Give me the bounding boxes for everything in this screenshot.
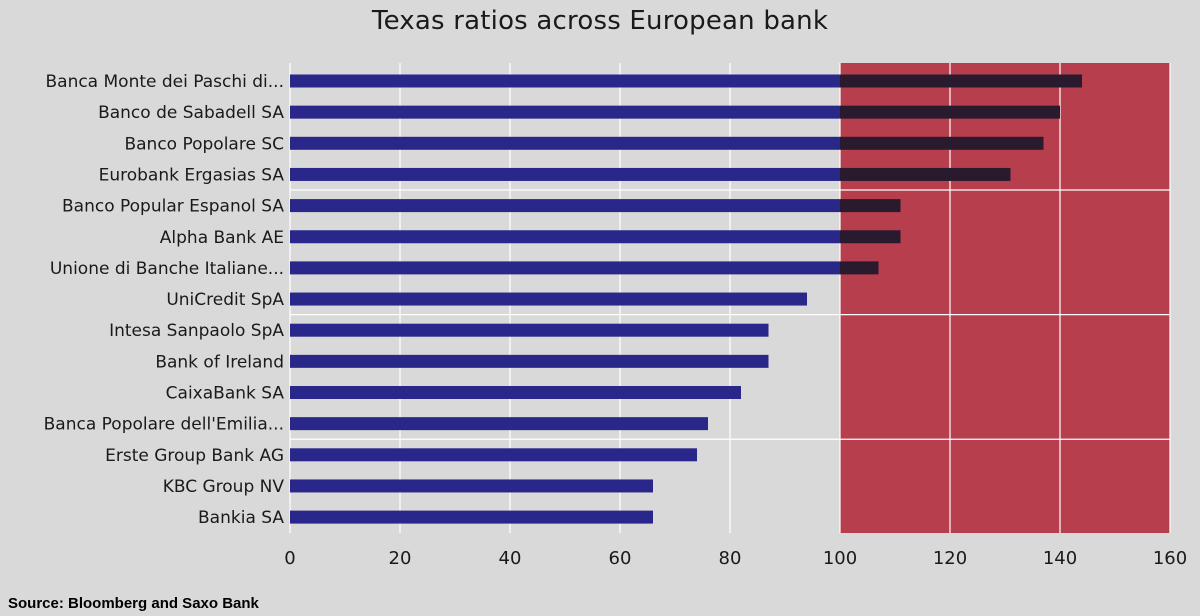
x-tick-layer: 0 20 40 60 80 100 120 140 160	[284, 548, 1187, 569]
bar	[290, 199, 840, 213]
bar-over-threshold	[840, 105, 1060, 119]
bar	[290, 136, 840, 150]
bar-over-threshold	[840, 136, 1044, 150]
x-tick-label: 80	[719, 548, 742, 569]
bar	[290, 479, 653, 493]
bar-over-threshold	[840, 167, 1011, 181]
category-label: Banco Popolare SC	[124, 134, 284, 154]
x-tick-label: 140	[1043, 548, 1077, 569]
x-tick-label: 100	[823, 548, 857, 569]
x-tick-label: 160	[1153, 548, 1187, 569]
x-tick-label: 60	[609, 548, 632, 569]
bar	[290, 292, 807, 306]
x-tick-label: 0	[284, 548, 295, 569]
category-label: UniCredit SpA	[166, 290, 284, 310]
bar-over-threshold	[840, 74, 1082, 88]
category-label: Bank of Ireland	[155, 352, 284, 372]
category-label: Intesa Sanpaolo SpA	[109, 321, 284, 341]
chart-title: Texas ratios across European bank	[371, 6, 829, 36]
x-tick-label: 120	[933, 548, 967, 569]
bar	[290, 105, 840, 119]
bar	[290, 261, 840, 275]
category-label: Alpha Bank AE	[160, 228, 284, 248]
category-label: Banca Popolare dell'Emilia...	[44, 415, 284, 435]
x-tick-label: 40	[499, 548, 522, 569]
bar	[290, 417, 708, 431]
bar-over-threshold	[840, 230, 901, 244]
category-label: Bankia SA	[198, 508, 284, 528]
danger-zone	[840, 63, 1170, 533]
bar-over-threshold	[840, 199, 901, 213]
source-note: Source: Bloomberg and Saxo Bank	[8, 595, 259, 612]
x-tick-label: 20	[389, 548, 412, 569]
category-label: CaixaBank SA	[166, 384, 285, 404]
category-label: Banca Monte dei Paschi di...	[45, 72, 284, 92]
bar	[290, 386, 741, 399]
category-label: Eurobank Ergasias SA	[99, 165, 285, 185]
category-label: KBC Group NV	[163, 477, 285, 497]
danger-zone-layer	[840, 63, 1170, 533]
bar	[290, 74, 840, 88]
bar	[290, 448, 697, 462]
bar	[290, 510, 653, 524]
bar	[290, 167, 840, 181]
category-label: Erste Group Bank AG	[105, 446, 284, 466]
bar-layer	[290, 74, 1082, 524]
bar	[290, 323, 769, 337]
category-label: Banco Popular Espanol SA	[62, 197, 284, 217]
category-label: Banco de Sabadell SA	[98, 103, 284, 123]
category-label-layer: Banca Monte dei Paschi di... Banco de Sab…	[44, 72, 285, 528]
category-label: Unione di Banche Italiane...	[50, 259, 284, 279]
bar	[290, 354, 769, 368]
bar	[290, 230, 840, 244]
bar-over-threshold	[840, 261, 879, 275]
